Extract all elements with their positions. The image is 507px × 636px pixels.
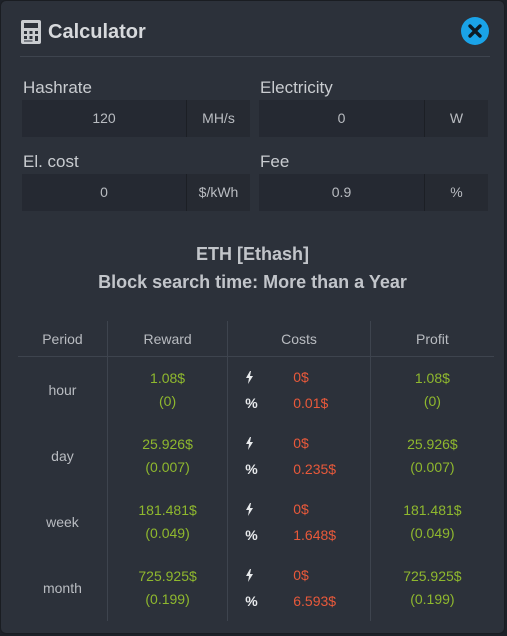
profit-usd: 1.08$ bbox=[414, 370, 450, 386]
period-label: month bbox=[42, 580, 82, 596]
power-cost: 0$ bbox=[293, 435, 309, 451]
costs-cell: 0$ % 0.235$ bbox=[227, 423, 371, 489]
bolt-icon bbox=[229, 370, 275, 384]
reward-cell: 181.481$ (0.049) bbox=[106, 489, 228, 555]
close-button[interactable] bbox=[461, 17, 489, 45]
fee-unit: % bbox=[425, 174, 488, 211]
reward-coin: (0.049) bbox=[145, 525, 190, 541]
electricity-unit: W bbox=[425, 100, 488, 137]
reward-coin: (0.199) bbox=[145, 591, 190, 607]
reward-coin: (0.007) bbox=[145, 459, 190, 475]
hashrate-unit: MH/s bbox=[187, 100, 250, 137]
fee-cost: 6.593$ bbox=[293, 593, 337, 609]
percent-icon: % bbox=[245, 593, 258, 609]
table-header-row: Period Reward Costs Profit bbox=[18, 321, 494, 357]
fee-input-group: 0.9 % bbox=[259, 174, 488, 211]
bolt-icon bbox=[229, 502, 275, 516]
block-search-time: Block search time: More than a Year bbox=[98, 272, 407, 292]
costs-cell: 0$ % 6.593$ bbox=[227, 555, 371, 621]
profit-usd: 25.926$ bbox=[407, 436, 458, 452]
profit-cell: 1.08$ (0) bbox=[369, 356, 494, 423]
profit-coin: (0.049) bbox=[410, 525, 455, 541]
fee-cost: 0.235$ bbox=[293, 461, 337, 477]
profit-cell: 725.925$ (0.199) bbox=[369, 555, 494, 621]
modal-header: Calculator bbox=[1, 1, 504, 57]
hashrate-input-group: 120 MH/s bbox=[22, 100, 250, 137]
percent-icon: % bbox=[245, 527, 258, 543]
period-cell: month bbox=[18, 555, 107, 621]
fee-input[interactable]: 0.9 bbox=[259, 174, 425, 211]
period-cell: day bbox=[18, 423, 107, 489]
bolt-icon bbox=[229, 436, 275, 450]
bolt-icon bbox=[229, 568, 275, 582]
power-cost: 0$ bbox=[293, 501, 309, 517]
costs-cell: 0$ % 0.01$ bbox=[227, 356, 371, 423]
hashrate-label: Hashrate bbox=[23, 78, 92, 97]
profit-cell: 181.481$ (0.049) bbox=[369, 489, 494, 555]
profit-header: Profit bbox=[369, 321, 494, 357]
reward-usd: 1.08$ bbox=[150, 370, 186, 386]
table-row: hour 1.08$ (0) 0$ % 0.01$ 1.08$ (0) bbox=[18, 356, 494, 424]
el-cost-input-group: 0 $/kWh bbox=[22, 174, 250, 211]
period-cell: week bbox=[18, 489, 107, 555]
profit-coin: (0) bbox=[423, 393, 441, 409]
profit-usd: 725.925$ bbox=[403, 568, 462, 584]
el-cost-label: El. cost bbox=[23, 152, 79, 171]
percent-icon: % bbox=[245, 395, 258, 411]
reward-header: Reward bbox=[106, 321, 228, 357]
reward-usd: 725.925$ bbox=[138, 568, 197, 584]
calculator-icon bbox=[21, 20, 41, 44]
table-row: week 181.481$ (0.049) 0$ % 1.648$ 181.48… bbox=[18, 489, 494, 555]
period-label: hour bbox=[48, 382, 77, 398]
hashrate-input[interactable]: 120 bbox=[22, 100, 187, 137]
reward-coin: (0) bbox=[159, 393, 177, 409]
profit-cell: 25.926$ (0.007) bbox=[369, 423, 494, 489]
table-row: month 725.925$ (0.199) 0$ % 6.593$ 725.9… bbox=[18, 555, 494, 621]
power-cost: 0$ bbox=[293, 567, 309, 583]
results-table: Period Reward Costs Profit hour 1.08$ (0… bbox=[18, 321, 494, 621]
modal-title: Calculator bbox=[48, 21, 146, 43]
electricity-input-group: 0 W bbox=[259, 100, 488, 137]
period-cell: hour bbox=[18, 357, 107, 424]
profit-usd: 181.481$ bbox=[403, 502, 462, 518]
period-header: Period bbox=[18, 321, 108, 357]
period-label: week bbox=[46, 514, 79, 530]
header-divider bbox=[20, 56, 490, 57]
costs-cell: 0$ % 1.648$ bbox=[227, 489, 371, 555]
el-cost-unit: $/kWh bbox=[187, 174, 250, 211]
reward-usd: 25.926$ bbox=[142, 436, 193, 452]
profit-coin: (0.199) bbox=[410, 591, 455, 607]
reward-usd: 181.481$ bbox=[138, 502, 197, 518]
fee-label: Fee bbox=[260, 152, 290, 171]
reward-cell: 1.08$ (0) bbox=[106, 356, 228, 423]
power-cost: 0$ bbox=[293, 369, 309, 385]
reward-cell: 25.926$ (0.007) bbox=[106, 423, 228, 489]
table-row: day 25.926$ (0.007) 0$ % 0.235$ 25.926$ … bbox=[18, 423, 494, 489]
costs-header: Costs bbox=[227, 321, 371, 357]
electricity-label: Electricity bbox=[260, 78, 333, 97]
percent-icon: % bbox=[245, 461, 258, 477]
electricity-input[interactable]: 0 bbox=[259, 100, 425, 137]
coin-algorithm: ETH [Ethash] bbox=[195, 244, 309, 264]
el-cost-input[interactable]: 0 bbox=[22, 174, 187, 211]
fee-cost: 0.01$ bbox=[293, 395, 329, 411]
fee-cost: 1.648$ bbox=[293, 527, 337, 543]
period-label: day bbox=[51, 448, 74, 464]
reward-cell: 725.925$ (0.199) bbox=[106, 555, 228, 621]
profit-coin: (0.007) bbox=[410, 459, 455, 475]
